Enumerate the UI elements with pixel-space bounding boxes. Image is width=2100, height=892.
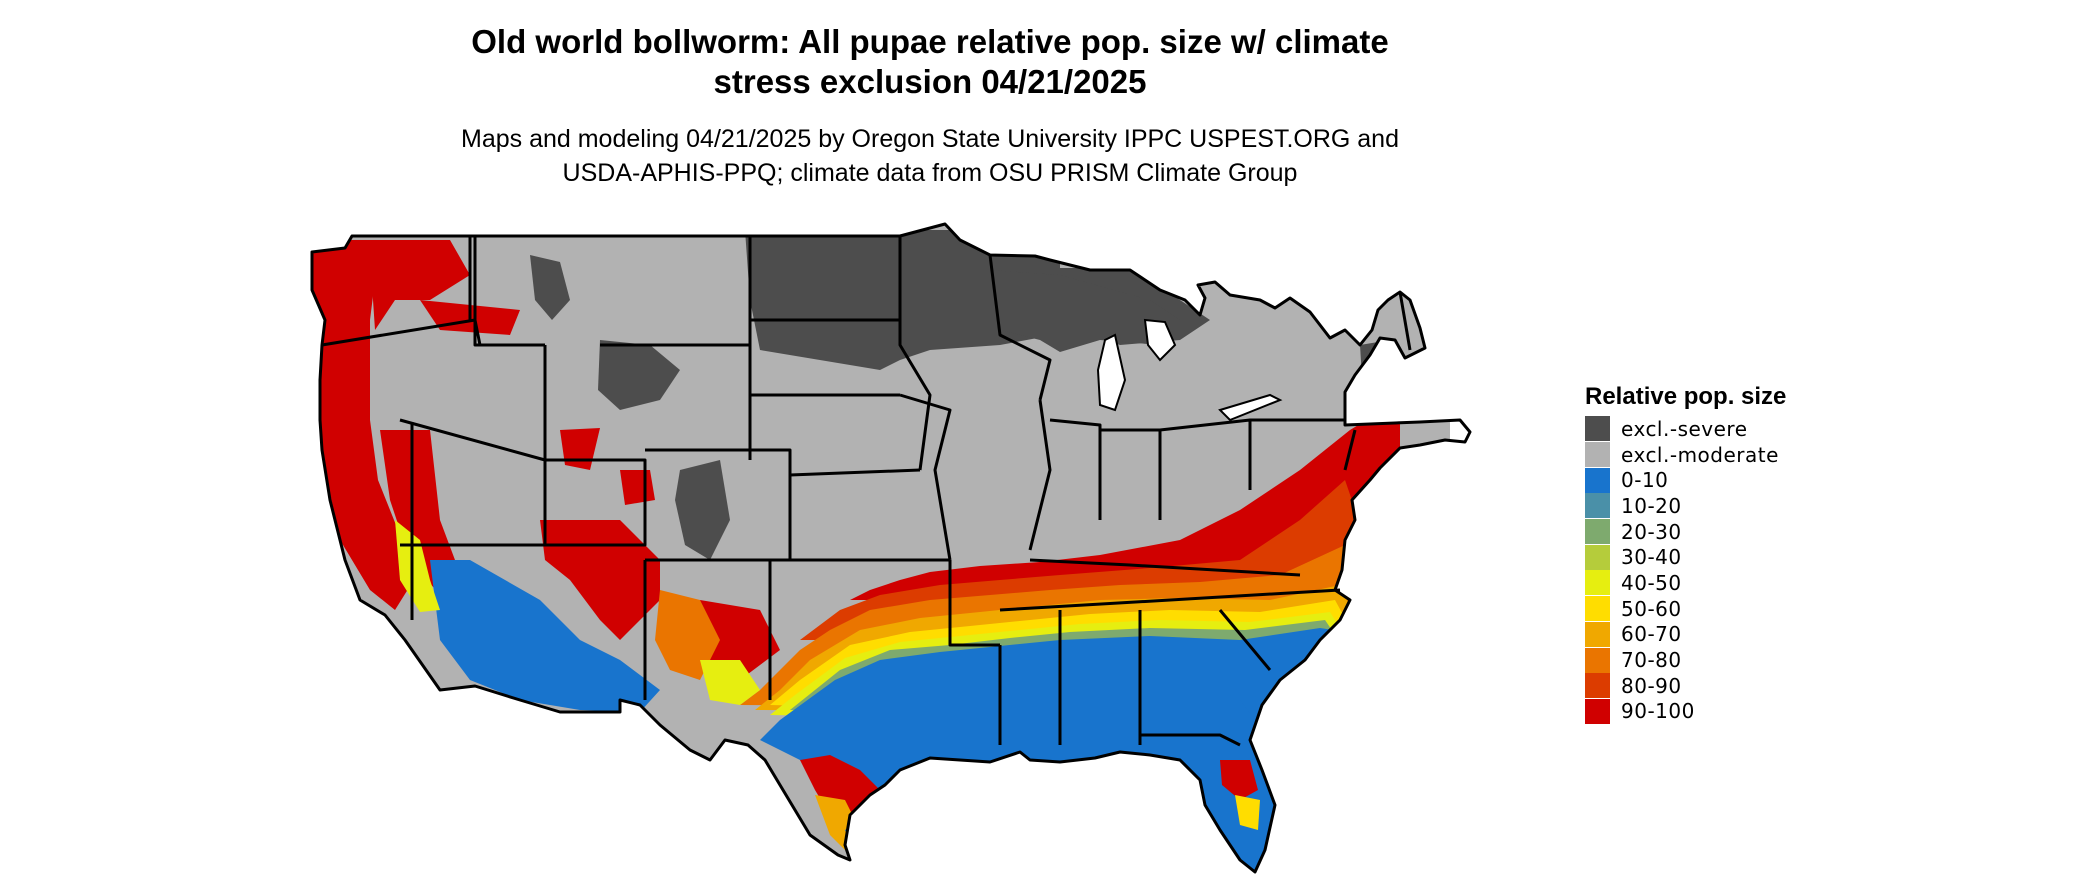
legend-item: 30-40 [1585, 544, 1786, 570]
legend-swatch [1585, 416, 1610, 442]
band-70-80 [655, 590, 720, 680]
high-population-zone [312, 240, 420, 610]
legend-swatch [1585, 519, 1610, 545]
legend-item: 20-30 [1585, 519, 1786, 545]
legend-swatch [1585, 621, 1610, 647]
map-title: Old world bollworm: All pupae relative p… [330, 22, 1530, 102]
severe-exclusion-zone [1470, 276, 1536, 345]
legend-swatch [1585, 698, 1610, 724]
lake-erie [1218, 393, 1283, 422]
band-90-100 [1220, 760, 1258, 800]
legend-swatch [1585, 544, 1610, 570]
severe-exclusion-zone [530, 255, 570, 320]
legend-label: 40-50 [1621, 570, 1682, 595]
high-population-zone [540, 520, 660, 640]
legend-swatch [1585, 467, 1610, 493]
band-40-50 [395, 520, 440, 612]
legend-label: 30-40 [1621, 545, 1682, 570]
legend-swatch [1585, 493, 1610, 519]
high-population-zone [370, 240, 470, 330]
title-line-2: stress exclusion 04/21/2025 [713, 63, 1147, 100]
legend-item: 0-10 [1585, 467, 1786, 493]
legend-item: 50-60 [1585, 596, 1786, 622]
high-population-zone [620, 470, 655, 505]
legend-label: 20-30 [1621, 519, 1682, 544]
band-0-10 [845, 815, 890, 870]
legend-item: 10-20 [1585, 493, 1786, 519]
legend-label: excl.-severe [1621, 416, 1748, 441]
legend-label: 0-10 [1621, 468, 1669, 493]
legend-swatch [1585, 673, 1610, 699]
band-50-60 [1235, 795, 1260, 830]
legend-swatch [1585, 570, 1610, 596]
band-40-50 [700, 660, 760, 705]
great-lakes [1096, 318, 1283, 422]
lake-huron [1143, 318, 1177, 362]
legend-swatch [1585, 596, 1610, 622]
legend-label: 10-20 [1621, 493, 1682, 518]
high-population-zone [380, 430, 470, 595]
legend-item: 90-100 [1585, 698, 1786, 725]
legend-item: 60-70 [1585, 621, 1786, 648]
population-raster [312, 224, 1536, 872]
legend-item: 80-90 [1585, 673, 1786, 699]
severe-exclusion-zone [675, 460, 730, 560]
state-borders [310, 222, 1472, 874]
legend-swatch [1585, 442, 1610, 468]
severe-exclusion-zone [990, 270, 1180, 352]
legend-items: excl.-severe excl.-moderate 0-10 10-20 20-30… [1585, 416, 1786, 724]
legend-label: 90-100 [1621, 699, 1695, 724]
legend-item: 70-80 [1585, 647, 1786, 673]
subtitle-line-2: USDA-APHIS-PPQ; climate data from OSU PR… [562, 159, 1298, 187]
legend-item: 40-50 [1585, 570, 1786, 596]
title-line-1: Old world bollworm: All pupae relative p… [471, 23, 1389, 60]
subtitle-line-1: Maps and modeling 04/21/2025 by Oregon S… [461, 125, 1399, 153]
legend-swatch [1585, 647, 1610, 673]
legend-label: excl.-moderate [1621, 442, 1779, 467]
legend-item: excl.-moderate [1585, 442, 1786, 468]
severe-exclusion-zone [598, 340, 680, 410]
legend-label: 70-80 [1621, 648, 1682, 673]
map-subtitle: Maps and modeling 04/21/2025 by Oregon S… [330, 122, 1530, 190]
legend-label: 50-60 [1621, 596, 1682, 621]
legend-title: Relative pop. size [1585, 383, 1787, 410]
legend-label: 80-90 [1621, 673, 1682, 698]
legend: Relative pop. size excl.-severe excl.-mod… [1585, 382, 1786, 724]
lake-michigan [1096, 333, 1127, 412]
band-0-10 [430, 560, 660, 712]
legend-label: 60-70 [1621, 622, 1682, 647]
legend-item: excl.-severe [1585, 416, 1786, 442]
